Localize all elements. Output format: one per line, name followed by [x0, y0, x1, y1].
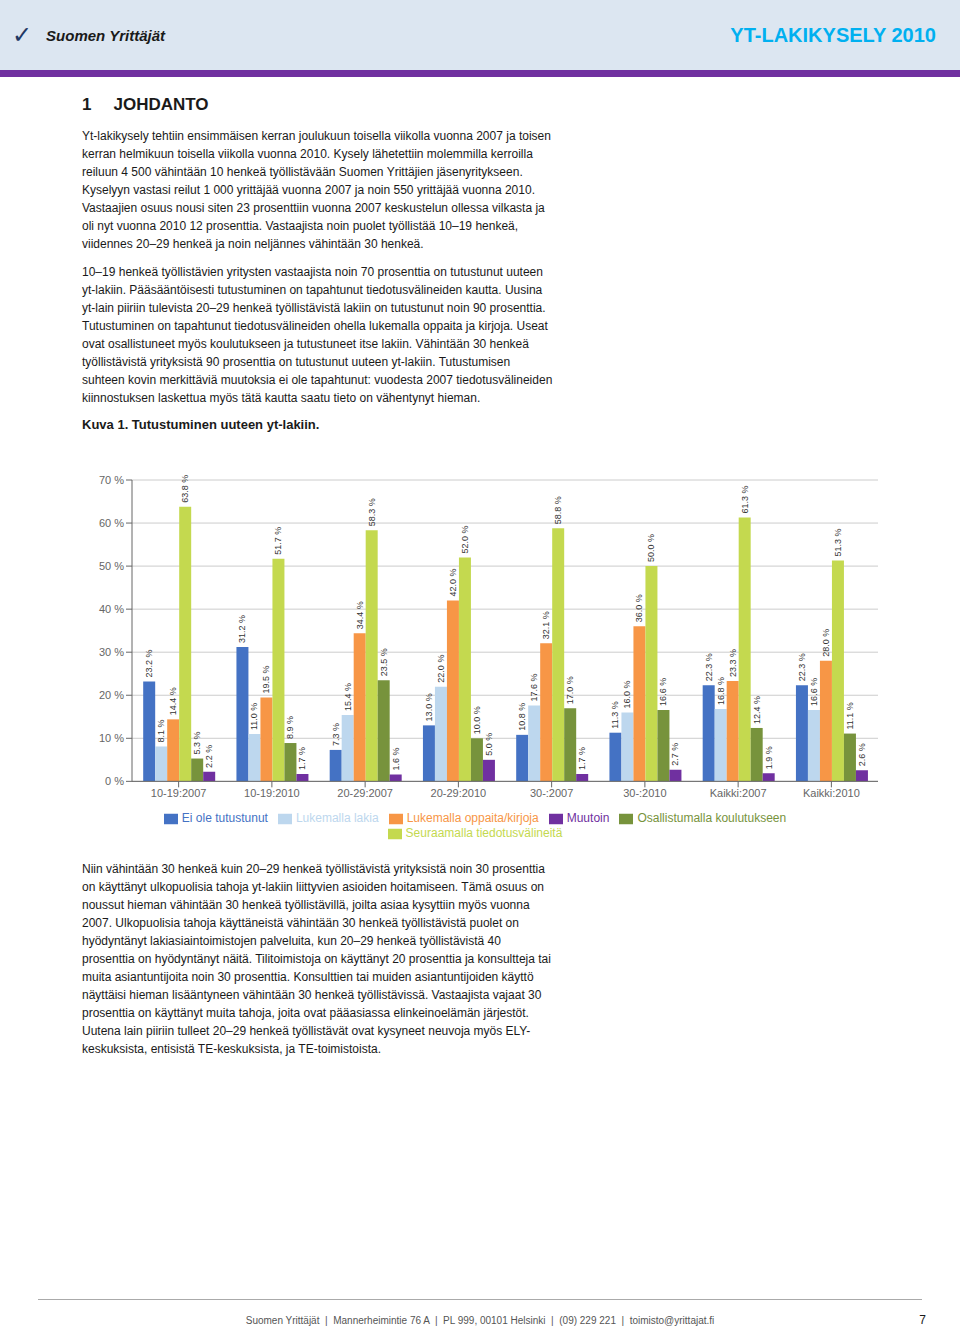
svg-text:15.4 %: 15.4 %: [343, 683, 353, 711]
svg-text:30 %: 30 %: [99, 646, 124, 658]
svg-text:30-:2007: 30-:2007: [530, 787, 573, 799]
svg-text:61.3 %: 61.3 %: [740, 485, 750, 513]
svg-text:14.4 %: 14.4 %: [168, 687, 178, 715]
svg-text:22.3 %: 22.3 %: [704, 653, 714, 681]
svg-text:30-:2010: 30-:2010: [623, 787, 666, 799]
svg-text:2.2 %: 2.2 %: [204, 745, 214, 768]
html-text:Seuraamalla tiedotusvälineitä: Seuraamalla tiedotusvälineitä: [405, 826, 563, 841]
svg-text:58.3 %: 58.3 %: [367, 498, 377, 526]
svg-text:23.3 %: 23.3 %: [728, 649, 738, 677]
svg-text:36.0 %: 36.0 %: [634, 594, 644, 622]
svg-text:8.9 %: 8.9 %: [285, 716, 295, 739]
svg-text:1.6 %: 1.6 %: [391, 747, 401, 770]
svg-text:31.2 %: 31.2 %: [237, 615, 247, 643]
html-text:Niin vähintään 30 henkeä kuin: Niin vähintään 30 henkeä kuin 20–29 henk…: [82, 862, 551, 1056]
html-text:Ei ole tutustunut: Ei ole tutustunut: [181, 811, 268, 826]
svg-text:2.7 %: 2.7 %: [670, 743, 680, 766]
svg-text:12.4 %: 12.4 %: [752, 696, 762, 724]
svg-text:1.7 %: 1.7 %: [297, 747, 307, 770]
html-text:Lukemalla oppaita/kirjoja: Lukemalla oppaita/kirjoja: [406, 811, 539, 826]
svg-text:23.2 %: 23.2 %: [144, 649, 154, 677]
html-text:Lukemalla lakia: Lukemalla lakia: [295, 811, 379, 826]
svg-text:23.5 %: 23.5 %: [379, 648, 389, 676]
svg-text:22.0 %: 22.0 %: [436, 655, 446, 683]
svg-text:58.8 %: 58.8 %: [553, 496, 563, 524]
svg-text:60 %: 60 %: [99, 517, 124, 529]
svg-text:34.4 %: 34.4 %: [355, 601, 365, 629]
svg-text:10-19:2007: 10-19:2007: [151, 787, 207, 799]
svg-text:11.3 %: 11.3 %: [610, 701, 620, 728]
svg-text:11.0 %: 11.0 %: [249, 703, 259, 730]
svg-text:70 %: 70 %: [99, 474, 124, 486]
html-text:Yt-lakikysely tehtiin ensimmäi: Yt-lakikysely tehtiin ensimmäisen kerran…: [82, 129, 551, 251]
svg-text:5.3 %: 5.3 %: [192, 732, 202, 755]
svg-text:16.6 %: 16.6 %: [809, 678, 819, 706]
svg-text:1.9 %: 1.9 %: [764, 746, 774, 769]
svg-text:51.3 %: 51.3 %: [833, 528, 843, 556]
html-text:Osallistumalla koulutukseen: Osallistumalla koulutukseen: [637, 811, 787, 826]
svg-text:7.3 %: 7.3 %: [331, 723, 341, 746]
svg-text:16.0 %: 16.0 %: [622, 680, 632, 708]
svg-text:13.0 %: 13.0 %: [424, 693, 434, 721]
svg-text:17.0 %: 17.0 %: [565, 676, 575, 704]
svg-text:40 %: 40 %: [99, 603, 124, 615]
html-text:Suomen Yrittäjät: Suomen Yrittäjät: [46, 26, 165, 44]
svg-text:50.0 %: 50.0 %: [646, 534, 656, 562]
svg-text:1.7 %: 1.7 %: [577, 747, 587, 770]
svg-text:19.5 %: 19.5 %: [261, 665, 271, 693]
svg-text:2.6 %: 2.6 %: [857, 743, 867, 766]
svg-text:11.1 %: 11.1 %: [845, 702, 855, 729]
svg-text:20-29:2007: 20-29:2007: [337, 787, 393, 799]
svg-text:17.6 %: 17.6 %: [529, 674, 539, 702]
svg-text:0 %: 0 %: [105, 775, 124, 787]
svg-text:32.1 %: 32.1 %: [541, 611, 551, 639]
svg-text:52.0 %: 52.0 %: [460, 525, 470, 553]
svg-text:42.0 %: 42.0 %: [448, 569, 458, 597]
svg-text:51.7 %: 51.7 %: [273, 527, 283, 555]
svg-text:10 %: 10 %: [99, 732, 124, 744]
html-text:7: 7: [919, 1313, 926, 1327]
html-text:10–19 henkeä työllistävien yri: 10–19 henkeä työllistävien yritysten vas…: [82, 265, 553, 405]
svg-text:22.3 %: 22.3 %: [797, 653, 807, 681]
svg-text:20-29:2010: 20-29:2010: [431, 787, 487, 799]
svg-text:10.0 %: 10.0 %: [472, 706, 482, 734]
svg-text:20 %: 20 %: [99, 689, 124, 701]
svg-text:Kaikki:2007: Kaikki:2007: [710, 787, 767, 799]
svg-text:10-19:2010: 10-19:2010: [244, 787, 300, 799]
svg-text:10.8 %: 10.8 %: [517, 703, 527, 731]
html-text:JOHDANTO: JOHDANTO: [113, 95, 209, 114]
svg-text:16.8 %: 16.8 %: [716, 677, 726, 705]
svg-text:Kaikki:2010: Kaikki:2010: [803, 787, 860, 799]
html-text:Kuva 1. Tutustuminen uuteen yt: Kuva 1. Tutustuminen uuteen yt-lakiin.: [82, 417, 320, 432]
html-text:1: 1: [82, 95, 92, 114]
svg-text:28.0 %: 28.0 %: [821, 629, 831, 657]
svg-text:63.8 %: 63.8 %: [180, 475, 190, 503]
svg-text:5.0 %: 5.0 %: [484, 733, 494, 756]
svg-text:50 %: 50 %: [99, 560, 124, 572]
html-text:Muutoin: Muutoin: [566, 811, 610, 826]
svg-text:8.1 %: 8.1 %: [156, 719, 166, 742]
html-text:Suomen Yrittäjät | Mannerheimi: Suomen Yrittäjät | Mannerheimintie 76 A …: [245, 1315, 715, 1326]
svg-text:16.6 %: 16.6 %: [658, 678, 668, 706]
html-text:YT-LAKIKYSELY 2010: YT-LAKIKYSELY 2010: [730, 23, 936, 46]
